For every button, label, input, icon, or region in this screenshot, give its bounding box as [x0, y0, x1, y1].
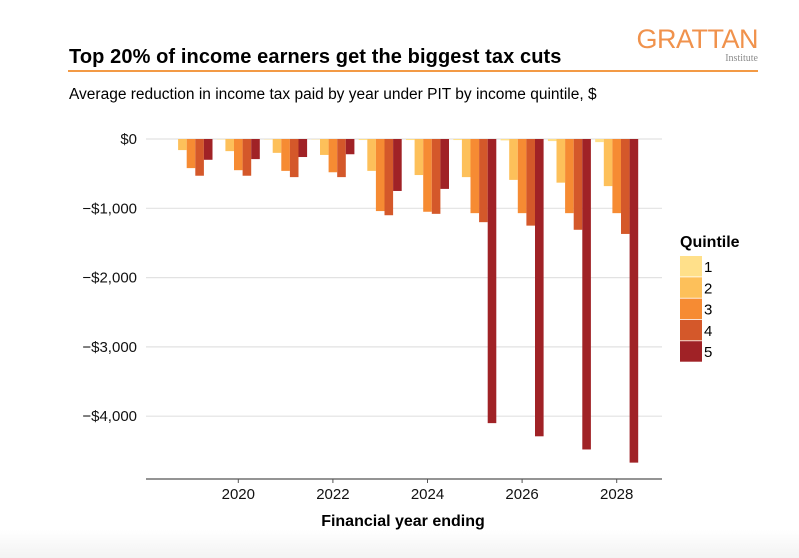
bar-q3-2026 [517, 139, 527, 214]
page-footer-shade [0, 530, 799, 558]
y-tick-label: −$4,000 [82, 408, 137, 425]
bars [178, 139, 639, 463]
bar-q5-2020 [251, 139, 260, 160]
bar-q2-2023 [367, 139, 376, 171]
bar-q5-2024 [440, 139, 449, 189]
bar-q2-2026 [509, 139, 518, 180]
bar-q1-2025 [453, 139, 462, 141]
legend-swatch-q5 [680, 341, 702, 362]
bar-q4-2023 [384, 139, 394, 216]
bar-q4-2028 [621, 139, 630, 234]
bar-q5-2027 [582, 139, 591, 450]
x-tick-label: 2024 [411, 486, 444, 503]
bar-q3-2022 [328, 139, 338, 173]
bar-q4-2021 [289, 139, 299, 178]
chart-title: Top 20% of income earners get the bigges… [69, 46, 562, 68]
y-tick-label: −$1,000 [82, 200, 137, 217]
chart-subtitle: Average reduction in income tax paid by … [69, 86, 597, 103]
legend-swatch-q4 [680, 319, 702, 341]
bar-q4-2020 [242, 139, 252, 176]
title-underline [68, 70, 758, 72]
x-tick-label: 2028 [600, 486, 633, 503]
bar-q2-2028 [603, 139, 613, 187]
bar-q2-2025 [461, 139, 471, 178]
bar-q3-2028 [612, 139, 621, 214]
bar-q2-2021 [272, 139, 282, 153]
legend-swatch-q3 [680, 298, 702, 320]
bar-q1-2026 [500, 139, 510, 141]
x-tick-label: 2026 [505, 486, 538, 503]
bar-q5-2021 [298, 139, 308, 158]
legend-label-q3: 3 [704, 302, 712, 319]
x-tick-label: 2022 [316, 486, 349, 503]
bar-q3-2024 [423, 139, 432, 212]
y-tick-label: $0 [120, 131, 137, 148]
bar-q1-2028 [595, 139, 604, 143]
bar-q1-2023 [358, 139, 368, 141]
y-axis: $0 −$1,000 −$2,000 −$3,000 −$4,000 [82, 131, 137, 425]
bar-q1-2024 [406, 139, 415, 141]
bar-q5-2022 [345, 139, 355, 155]
bar-q4-2019 [195, 139, 204, 176]
y-tick-label: −$2,000 [82, 270, 137, 287]
bar-q4-2026 [526, 139, 535, 226]
bar-q2-2024 [414, 139, 424, 176]
logo-subtext: Institute [725, 53, 758, 64]
bar-q3-2025 [470, 139, 480, 214]
x-axis-title: Financial year ending [321, 513, 485, 530]
bar-q3-2023 [375, 139, 385, 212]
bar-q4-2027 [573, 139, 583, 230]
bar-q2-2020 [225, 139, 234, 152]
bar-q5-2019 [203, 139, 213, 160]
legend-label-q5: 5 [704, 344, 712, 361]
bar-q3-2020 [234, 139, 243, 171]
legend-label-q4: 4 [704, 323, 712, 340]
x-tick-label: 2020 [222, 486, 255, 503]
bar-q5-2026 [535, 139, 544, 437]
legend-swatch-q2 [680, 277, 702, 298]
bar-q3-2021 [281, 139, 290, 171]
bar-q3-2027 [565, 139, 574, 214]
legend-swatch-q1 [680, 256, 702, 277]
bar-q4-2024 [431, 139, 441, 214]
bar-q5-2025 [487, 139, 497, 424]
y-tick-label: −$3,000 [82, 339, 137, 356]
bar-q1-2027 [547, 139, 557, 142]
bar-q3-2019 [186, 139, 196, 169]
x-axis: 2020 2022 2024 2026 2028 [146, 478, 662, 503]
bar-q2-2027 [556, 139, 566, 183]
legend: Quintile 1 2 3 4 5 [680, 234, 740, 362]
bar-q2-2019 [178, 139, 187, 151]
bar-q5-2028 [629, 139, 639, 463]
bar-q5-2023 [393, 139, 402, 191]
legend-label-q1: 1 [704, 259, 712, 276]
legend-label-q2: 2 [704, 280, 712, 297]
bar-q2-2022 [320, 139, 329, 155]
bar-q4-2022 [337, 139, 346, 178]
logo-wordmark: GRATTAN [636, 24, 759, 54]
bar-q4-2025 [479, 139, 488, 223]
legend-title: Quintile [680, 234, 740, 251]
grattan-logo: GRATTAN Institute [632, 24, 762, 64]
